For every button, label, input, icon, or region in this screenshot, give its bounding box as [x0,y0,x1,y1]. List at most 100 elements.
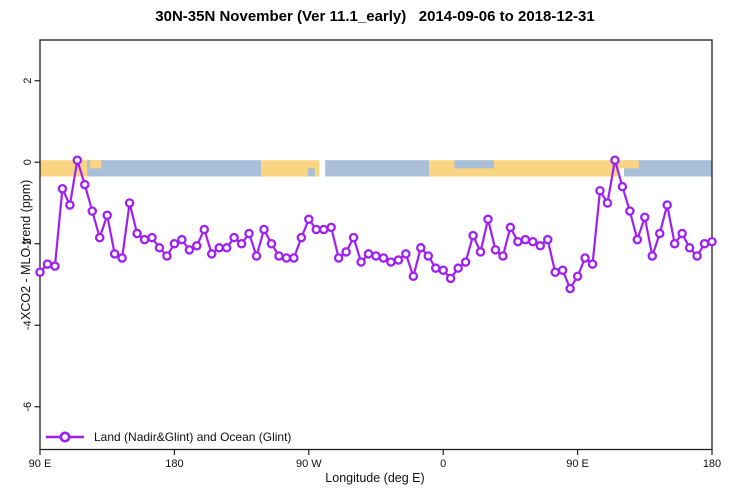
data-point [341,247,351,257]
data-point [647,251,658,261]
data-point [520,234,531,245]
data-point [94,232,105,243]
legend-marker-icon [46,431,84,443]
data-point [423,251,434,261]
data-point [229,232,239,243]
data-point [542,234,553,245]
data-point [162,251,172,261]
data-point [430,263,441,273]
data-point [565,283,575,294]
data-point [50,261,60,271]
data-point [117,253,127,263]
data-point [662,200,672,210]
plot-border [39,39,713,451]
data-point [311,224,322,235]
data-point [416,243,426,253]
data-point [124,198,135,208]
data-point [318,224,329,235]
data-point [513,236,523,247]
map-strip-land-segment [90,160,102,169]
data-point [154,243,165,253]
data-point [304,214,314,225]
data-point [35,267,45,278]
data-point [692,251,702,261]
x-tick-label: 180 [703,458,721,470]
data-point [147,232,157,243]
data-point [87,206,98,216]
data-point [251,251,262,261]
data-point [102,210,112,220]
data-point [378,253,389,263]
data-point [445,273,456,284]
data-point [363,249,374,259]
legend: Land (Nadir&Glint) and Ocean (Glint) [45,430,291,444]
data-point [281,253,292,263]
data-point [371,251,381,261]
data-point [669,238,680,249]
data-point [333,253,344,263]
data-point [587,259,598,269]
y-tick-label: -4 [22,320,34,330]
y-tick-label: -6 [22,402,34,412]
data-point [699,238,710,249]
x-axis-title: Longitude (deg E) [325,471,425,485]
data-point [109,249,120,259]
data-point [580,253,590,263]
data-point [408,271,419,282]
data-point [206,249,217,259]
data-point [65,200,75,210]
data-point [550,267,560,278]
data-point [602,198,613,208]
data-point [684,243,695,253]
data-point [468,230,478,241]
data-point [289,253,299,263]
x-tick-label: 90 W [296,458,322,470]
x-tick-label: 90 E [29,458,52,470]
data-point [296,232,307,243]
data-point [244,228,254,239]
data-point [266,238,277,249]
data-point [610,155,620,165]
x-tick-label: 180 [165,458,183,470]
data-point [221,243,232,253]
data-point [654,228,665,239]
map-strip-ocean-segment [623,160,712,177]
data-point [453,263,463,273]
data-point [192,241,202,251]
map-strip-land-segment [261,160,320,177]
data-point [393,255,404,265]
map-strip-ocean-segment [87,160,262,177]
map-strip-land-segment [617,160,639,169]
data-point [535,241,546,251]
data-point [348,232,359,243]
data-point [677,228,687,239]
data-point [572,271,583,282]
data-point [632,234,643,245]
data-point [707,236,717,247]
data-point [438,265,448,275]
data-point [528,236,538,247]
data-point [617,181,628,192]
data-point [498,251,508,261]
data-point [386,257,396,267]
data-point [483,214,493,225]
map-strip-ocean-segment [325,160,430,177]
data-point [177,234,187,245]
data-point [401,249,411,259]
data-point [640,212,650,222]
y-tick-label: 0 [22,159,34,165]
chart-title: 30N-35N November (Ver 11.1_early) 2014-0… [155,8,595,25]
data-point [595,186,605,196]
data-point [214,243,224,253]
data-point [490,245,501,255]
data-point [259,224,269,235]
legend-label: Land (Nadir&Glint) and Ocean (Glint) [94,430,292,444]
data-point [625,206,635,216]
map-strip-ocean-segment [454,160,494,169]
y-tick-label: 2 [22,78,34,84]
data-point [42,259,53,269]
data-point [199,224,210,235]
data-point [80,179,90,190]
